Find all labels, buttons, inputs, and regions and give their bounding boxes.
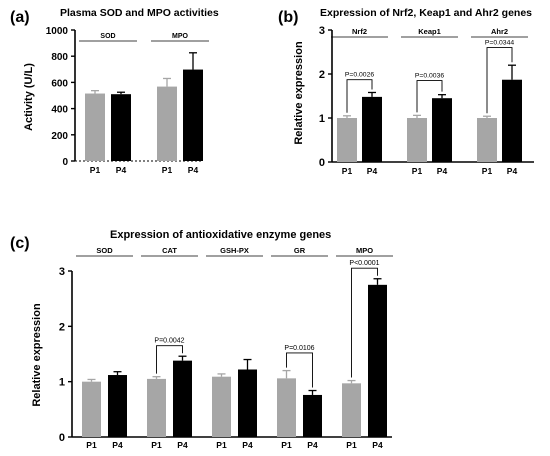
group-label-c: SOD [96, 246, 113, 255]
group-label-a: MPO [172, 33, 189, 40]
bar-c [82, 381, 101, 437]
ylabel-b: Relative expression [293, 41, 305, 145]
bar-c [238, 369, 257, 437]
bar-b [362, 96, 382, 162]
category-label-c: P1 [346, 440, 357, 450]
category-label-c: P4 [372, 440, 383, 450]
bar-c [147, 378, 166, 437]
significance-bracket-b [486, 47, 513, 114]
ylabel-c: Relative expression [31, 303, 43, 407]
bar-a [183, 69, 203, 161]
y-tick-label-a: 800 [51, 52, 68, 63]
y-tick-label-a: 200 [51, 131, 68, 142]
p-value-label-b: P=0.0026 [345, 72, 375, 79]
chart-title-c: Expression of antioxidative enzyme genes [110, 229, 331, 241]
y-tick-label-a: 0 [62, 157, 68, 168]
category-label-b: P1 [342, 166, 353, 176]
bar-c [212, 376, 231, 437]
category-label-b: P4 [437, 166, 448, 176]
category-label-c: P1 [151, 440, 162, 450]
bar-a [85, 93, 105, 161]
category-label-a: P4 [116, 165, 127, 175]
category-label-c: P1 [86, 440, 97, 450]
y-tick-label-a: 600 [51, 78, 68, 89]
ylabel-a: Activity (U/L) [23, 63, 35, 131]
y-tick-label-c: 1 [59, 377, 65, 389]
category-label-c: P4 [307, 440, 318, 450]
bar-b [407, 118, 427, 162]
significance-bracket-b [346, 79, 373, 113]
bar-a [157, 86, 177, 161]
category-label-a: P4 [188, 165, 199, 175]
p-value-label-c: P=0.0106 [284, 345, 314, 352]
bar-c [173, 360, 192, 437]
group-label-c: CAT [162, 246, 177, 255]
y-tick-label-c: 3 [59, 266, 65, 278]
category-label-a: P1 [162, 165, 173, 175]
group-label-a: SOD [100, 33, 115, 40]
y-tick-label-c: 0 [59, 432, 65, 444]
y-tick-label-a: 1000 [46, 26, 69, 37]
category-label-a: P1 [90, 165, 101, 175]
group-label-c: MPO [356, 246, 373, 255]
group-label-b: Ahr2 [491, 27, 508, 36]
bar-c [342, 383, 361, 437]
chart-title-a: Plasma SOD and MPO activities [60, 7, 219, 19]
significance-bracket-c [286, 352, 313, 388]
bar-a [111, 94, 131, 161]
bar-b [477, 118, 497, 162]
group-label-b: Keap1 [418, 27, 441, 36]
chart-marks: 0 200 400 600 800 1000 SOD P1 P4 MPO P1 P4 0 1 2 3 Nrf2 P… [46, 25, 534, 450]
y-tick-label-b: 1 [319, 113, 325, 125]
group-label-c: GSH-PX [220, 246, 249, 255]
category-label-b: P4 [507, 166, 518, 176]
group-label-c: GR [294, 246, 306, 255]
y-tick-label-b: 2 [319, 69, 325, 81]
bar-c [368, 284, 387, 437]
category-label-c: P4 [242, 440, 253, 450]
category-label-b: P1 [412, 166, 423, 176]
bar-b [432, 98, 452, 162]
group-label-b: Nrf2 [352, 27, 367, 36]
category-label-c: P1 [281, 440, 292, 450]
category-label-c: P4 [112, 440, 123, 450]
bar-b [337, 118, 357, 162]
category-label-b: P1 [482, 166, 493, 176]
y-tick-label-a: 400 [51, 105, 68, 116]
y-tick-label-b: 3 [319, 25, 325, 37]
y-tick-label-c: 2 [59, 321, 65, 333]
p-value-label-b: P=0.0036 [415, 73, 445, 80]
category-label-c: P1 [216, 440, 227, 450]
significance-bracket-b [416, 80, 443, 113]
p-value-label-c: P=0.0042 [154, 338, 184, 345]
y-tick-label-b: 0 [319, 157, 325, 169]
bar-c [303, 394, 322, 437]
panel-label-c: (c) [10, 235, 30, 252]
panel-label-a: (a) [10, 9, 30, 26]
bar-b [502, 79, 522, 162]
panel-label-b: (b) [278, 9, 298, 26]
category-label-c: P4 [177, 440, 188, 450]
bar-c [277, 378, 296, 437]
significance-bracket-c [351, 267, 378, 378]
p-value-label-c: P<0.0001 [349, 260, 379, 267]
significance-bracket-c [156, 345, 183, 374]
p-value-label-b: P=0.0344 [485, 40, 515, 47]
bar-c [108, 375, 127, 437]
category-label-b: P4 [367, 166, 378, 176]
chart-title-b: Expression of Nrf2, Keap1 and Ahr2 genes [320, 7, 532, 19]
